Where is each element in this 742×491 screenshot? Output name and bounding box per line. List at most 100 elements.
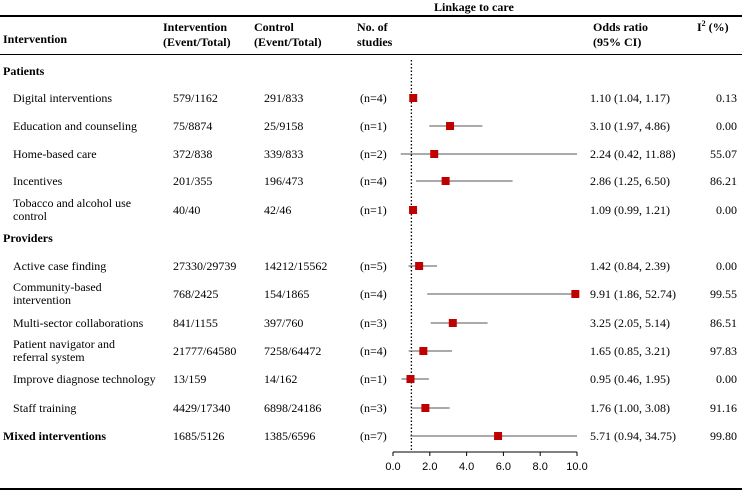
row-intervention-events: 1685/5126 (173, 429, 225, 443)
row-studies: (n=4) (360, 91, 387, 105)
row-control-events: 339/833 (264, 147, 304, 161)
row-label: Tobacco and alcohol use (13, 196, 132, 210)
group-heading-providers: Providers (3, 231, 53, 245)
x-tick-label: 6.0 (496, 461, 511, 473)
row-i2: 99.80 (710, 429, 737, 443)
row-i2: 0.00 (716, 203, 737, 217)
odds-ratio-marker (419, 347, 428, 355)
chart-title: Linkage to care (434, 0, 514, 14)
row-label-line2: referral system (13, 350, 85, 364)
header-top-rule (0, 15, 742, 17)
row-label: Home-based care (13, 147, 97, 161)
header-odds-ratio-2: (95% CI) (593, 35, 642, 49)
row-i2: 86.51 (710, 316, 737, 330)
odds-ratio-marker (406, 375, 415, 383)
row-i2: 86.21 (710, 174, 737, 188)
row-intervention-events: 13/159 (173, 372, 207, 386)
odds-ratio-marker (448, 319, 457, 327)
row-studies: (n=4) (360, 344, 387, 358)
row-intervention-events: 21777/64580 (173, 344, 237, 358)
row-i2: 55.07 (710, 147, 737, 161)
x-tick-label: 4.0 (459, 461, 474, 473)
row-i2: 0.00 (716, 372, 737, 386)
row-label: Education and counseling (13, 119, 137, 133)
row-control-events: 7258/64472 (264, 344, 322, 358)
row-control-events: 14/162 (264, 372, 298, 386)
header-i2: I2 (%) (697, 20, 729, 35)
row-label: Multi-sector collaborations (13, 316, 144, 330)
row-i2: 97.83 (710, 344, 737, 358)
row-odds-ratio: 3.10 (1.97, 4.86) (590, 119, 670, 133)
row-odds-ratio: 1.65 (0.85, 3.21) (590, 344, 670, 358)
row-i2: 0.00 (716, 119, 737, 133)
odds-ratio-marker (446, 122, 455, 130)
row-label: Mixed interventions (3, 429, 106, 443)
row-label: Community-based (13, 280, 102, 294)
row-studies: (n=1) (360, 203, 387, 217)
row-studies: (n=3) (360, 316, 387, 330)
header-odds-ratio-1: Odds ratio (593, 20, 649, 34)
row-i2: 0.00 (716, 259, 737, 273)
row-label: Patient navigator and (13, 337, 115, 351)
group-heading-patients: Patients (3, 64, 45, 78)
row-intervention-events: 841/1155 (173, 316, 218, 330)
row-studies: (n=2) (360, 147, 387, 161)
row-control-events: 6898/24186 (264, 401, 322, 415)
odds-ratio-marker (494, 432, 503, 440)
row-studies: (n=4) (360, 287, 387, 301)
row-studies: (n=1) (360, 119, 387, 133)
row-intervention-events: 372/838 (173, 147, 213, 161)
header-control-events-2: (Event/Total) (254, 35, 322, 49)
header-i2-base: I (697, 20, 702, 34)
x-tick-label: 2.0 (422, 461, 437, 473)
x-tick-label: 0.0 (385, 461, 400, 473)
row-odds-ratio: 3.25 (2.05, 5.14) (590, 316, 670, 330)
odds-ratio-marker (409, 206, 418, 214)
row-intervention-events: 201/355 (173, 174, 213, 188)
row-label: Incentives (13, 174, 63, 188)
row-studies: (n=1) (360, 372, 387, 386)
row-odds-ratio: 1.10 (1.04, 1.17) (590, 91, 670, 105)
row-intervention-events: 4429/17340 (173, 401, 231, 415)
odds-ratio-marker (409, 94, 418, 102)
header-control-events-1: Control (254, 20, 294, 34)
row-label-line2: intervention (13, 293, 71, 307)
row-control-events: 154/1865 (264, 287, 310, 301)
row-studies: (n=4) (360, 174, 387, 188)
odds-ratio-marker (571, 290, 580, 298)
row-label-line2: control (13, 209, 47, 223)
row-control-events: 42/46 (264, 203, 292, 217)
row-control-events: 14212/15562 (264, 259, 328, 273)
row-intervention-events: 40/40 (173, 203, 201, 217)
x-tick-label: 8.0 (533, 461, 548, 473)
row-odds-ratio: 2.24 (0.42, 11.88) (590, 147, 676, 161)
row-control-events: 397/760 (264, 316, 304, 330)
row-i2: 0.13 (716, 91, 737, 105)
row-odds-ratio: 1.42 (0.84, 2.39) (590, 259, 670, 273)
odds-ratio-marker (441, 177, 450, 185)
row-label: Digital interventions (13, 91, 112, 105)
odds-ratio-marker (415, 262, 424, 270)
header-i2-unit: (%) (708, 20, 729, 34)
header-studies-2: studies (357, 35, 393, 49)
row-studies: (n=3) (360, 401, 387, 415)
row-control-events: 25/9158 (264, 119, 304, 133)
row-odds-ratio: 2.86 (1.25, 6.50) (590, 174, 670, 188)
row-odds-ratio: 9.91 (1.86, 52.74) (590, 287, 676, 301)
row-odds-ratio: 5.71 (0.94, 34.75) (590, 429, 676, 443)
row-i2: 99.55 (710, 287, 737, 301)
odds-ratio-marker (430, 150, 439, 158)
row-intervention-events: 768/2425 (173, 287, 219, 301)
row-odds-ratio: 0.95 (0.46, 1.95) (590, 372, 670, 386)
row-i2: 91.16 (710, 401, 737, 415)
row-label: Improve diagnose technology (13, 372, 156, 386)
row-intervention-events: 579/1162 (173, 91, 218, 105)
row-odds-ratio: 1.09 (0.99, 1.21) (590, 203, 670, 217)
row-label: Staff training (13, 401, 77, 415)
row-intervention-events: 27330/29739 (173, 259, 237, 273)
row-studies: (n=7) (360, 429, 387, 443)
row-control-events: 196/473 (264, 174, 304, 188)
row-label: Active case finding (13, 259, 107, 273)
header-studies-1: No. of (357, 20, 388, 34)
